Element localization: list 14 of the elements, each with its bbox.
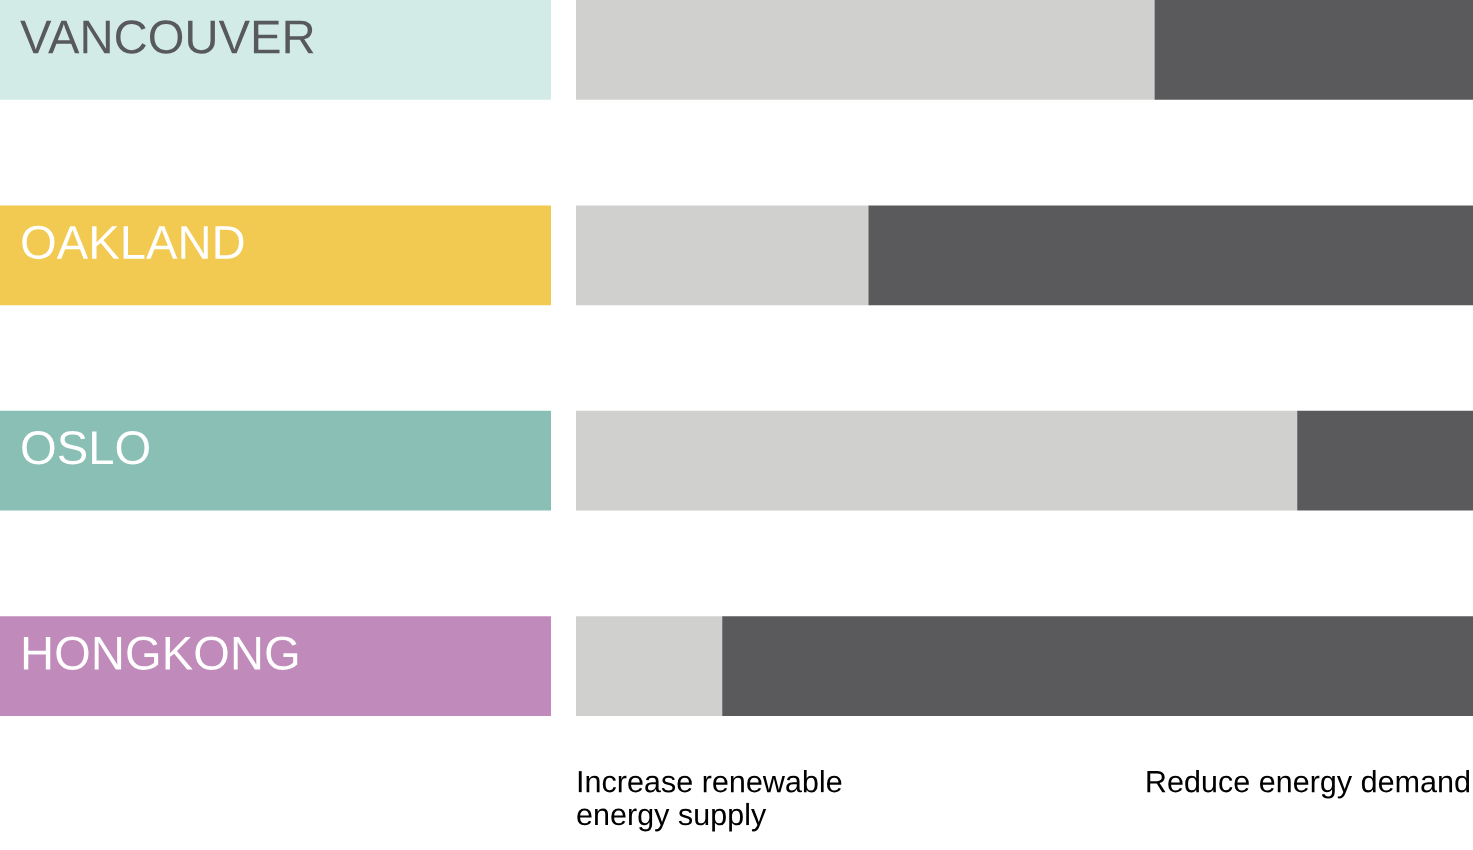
bar — [576, 0, 1155, 100]
bar — [1154, 0, 1473, 100]
bar — [868, 205, 1473, 306]
y-tick-label: OSLO — [22, 431, 149, 465]
bar — [722, 616, 1473, 716]
bar — [576, 616, 723, 716]
y-tick-label: VANCOUVER — [20, 20, 314, 54]
y-tick-label: HONGKONG — [23, 636, 298, 670]
bar — [576, 410, 1298, 511]
bar — [576, 205, 869, 306]
series-label: Increase renewable energy supply — [577, 770, 842, 832]
series-label: Reduce energy demand — [1147, 770, 1470, 799]
y-tick-label: OAKLAND — [22, 225, 244, 260]
bar — [1297, 410, 1473, 511]
